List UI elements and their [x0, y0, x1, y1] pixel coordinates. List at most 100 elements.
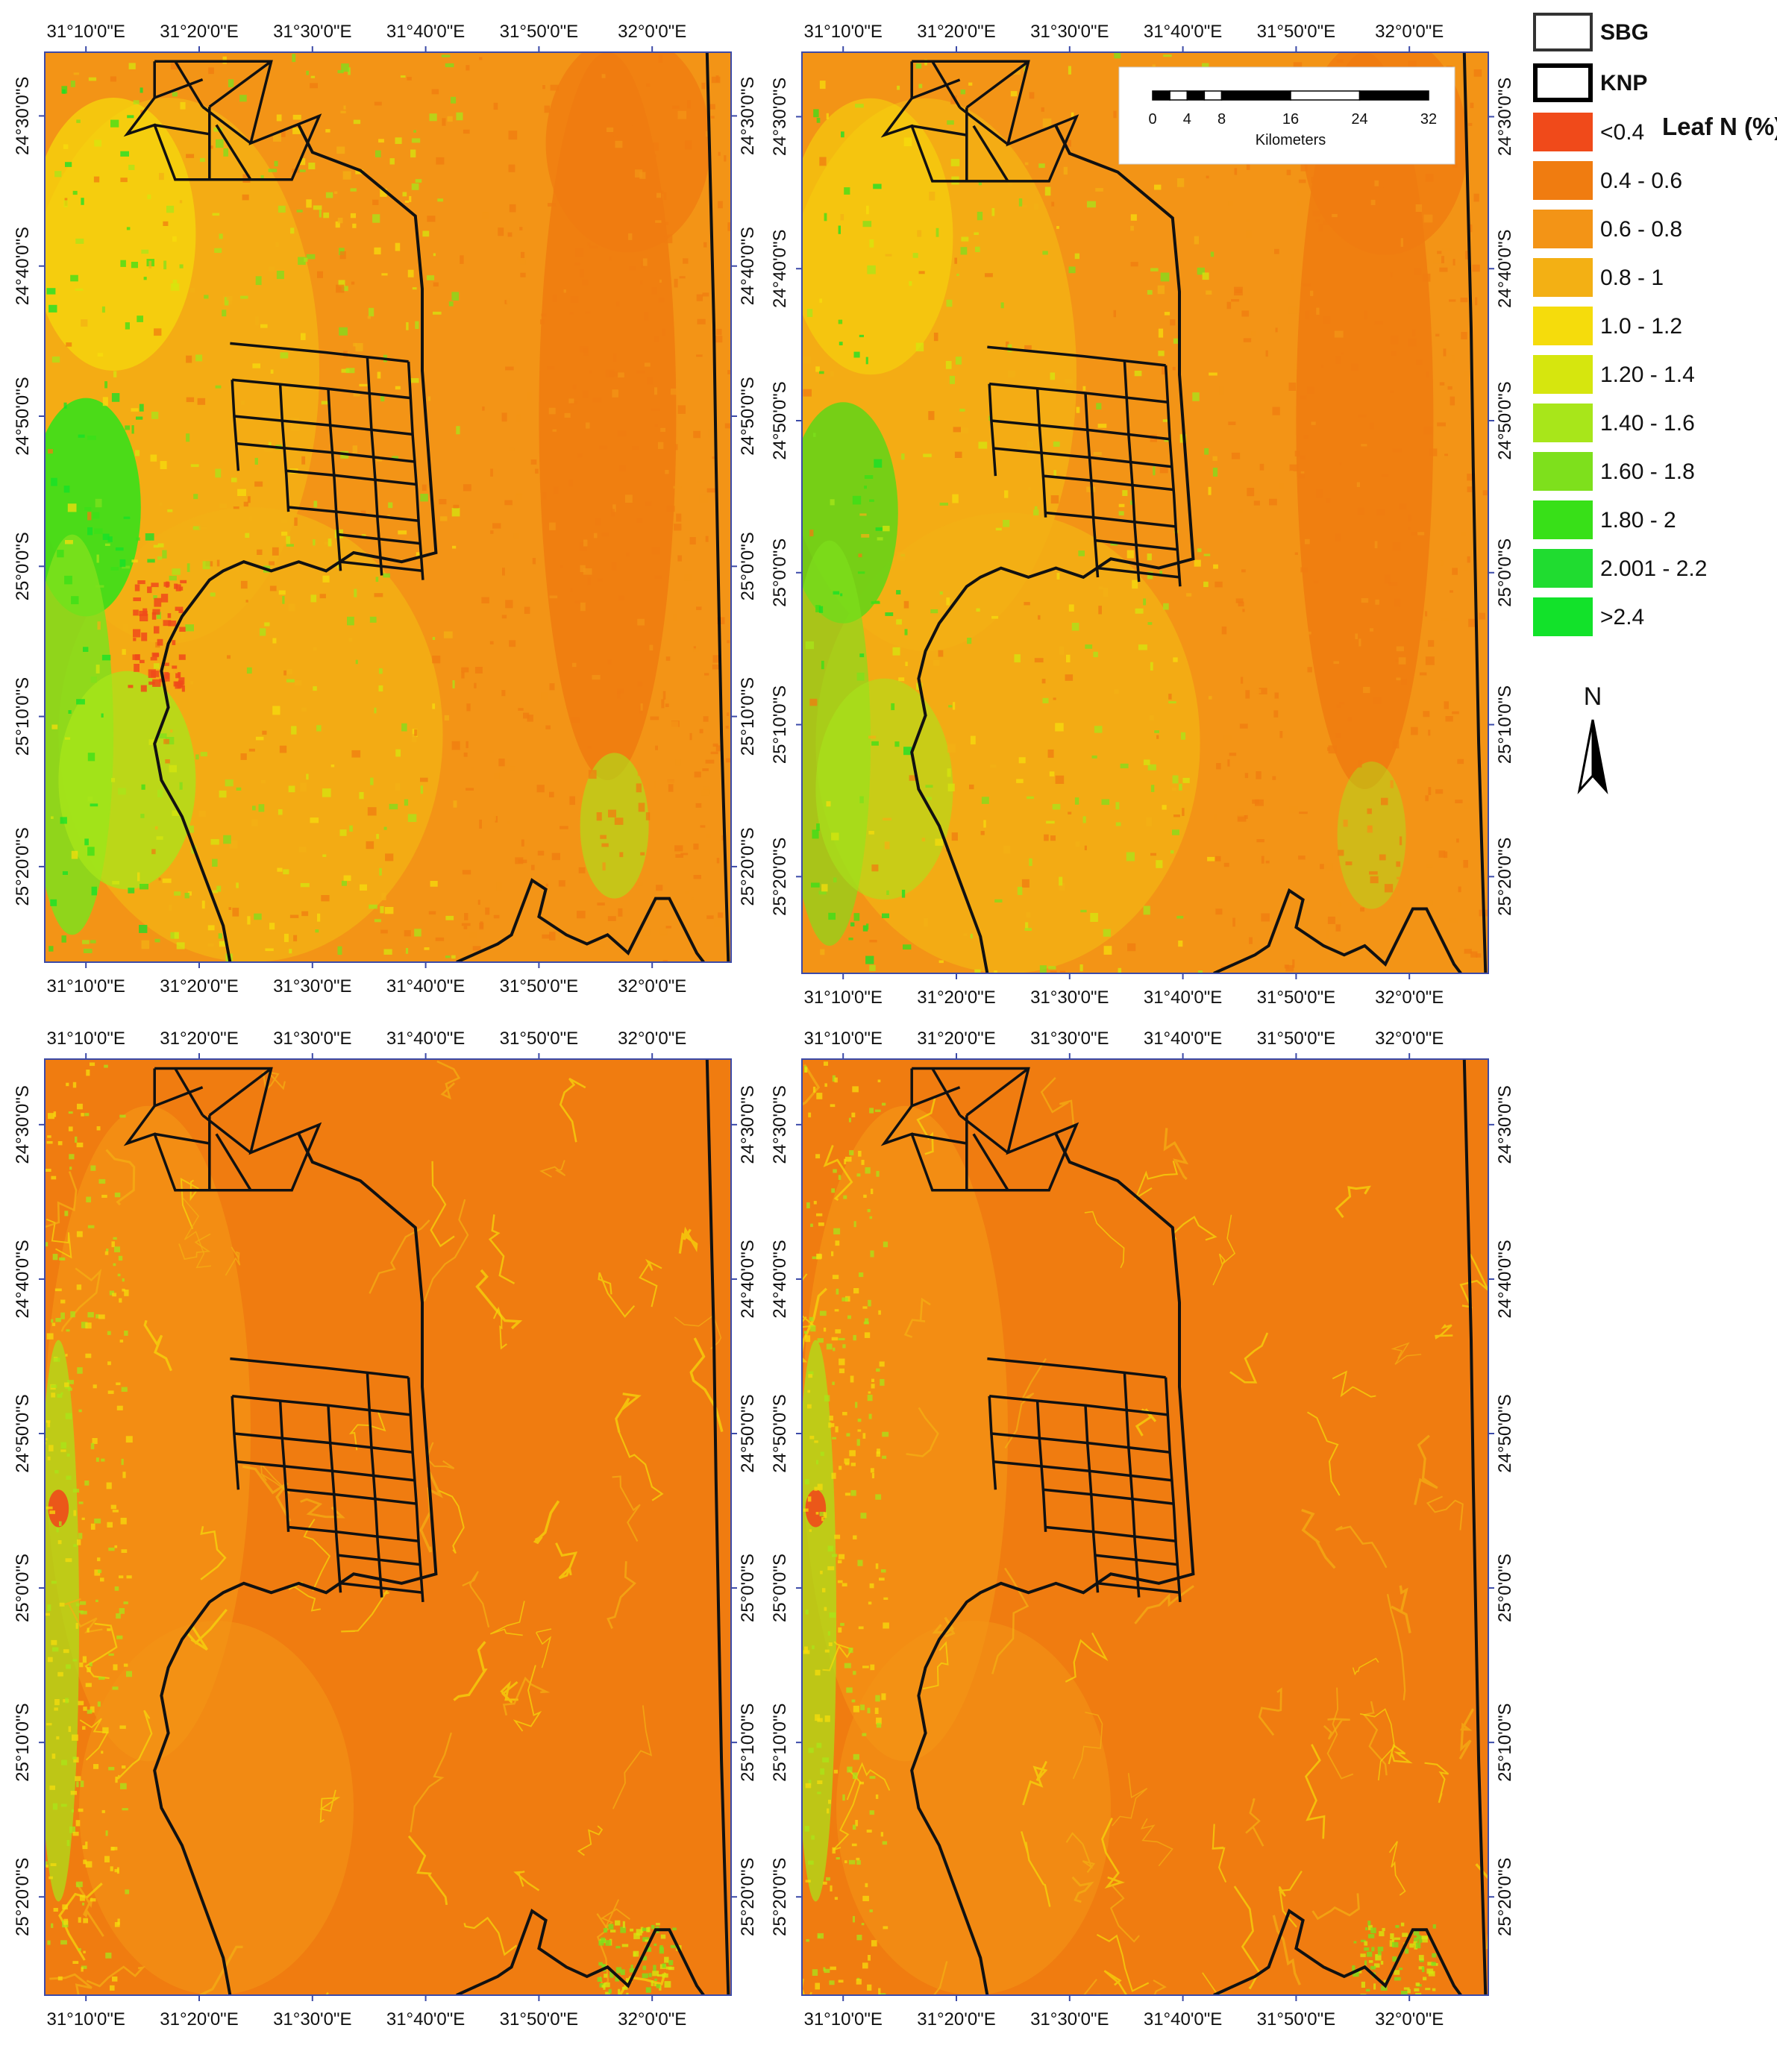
x-tick-label-top: 31°30'0"E — [273, 1029, 351, 1049]
legend-swatch-6 — [1533, 404, 1593, 442]
sbg-south-col — [366, 1372, 383, 1598]
legend-label-2: 0.6 - 0.8 — [1600, 217, 1683, 242]
map-panel-2: 31°10'0"E 31°10'0"E 31°20'0"E 31°20'0"E 31°3… — [770, 22, 1515, 1008]
sbg-north-segment — [972, 1133, 1009, 1191]
legend-class-6: 1.40 - 1.6 — [1533, 404, 1777, 442]
legend-swatch-7 — [1533, 452, 1593, 491]
x-tick-label-bottom: 31°30'0"E — [1030, 2009, 1109, 2029]
legend-class-5: 1.20 - 1.4 — [1533, 355, 1777, 394]
x-tick-label-bottom: 31°20'0"E — [917, 988, 995, 1008]
knp-boundary-east — [1462, 1059, 1488, 1995]
x-tick-label-bottom: 32°0'0"E — [618, 976, 686, 996]
scalebar-tick-0: 0 — [1148, 111, 1156, 128]
x-tick-label-bottom: 31°20'0"E — [917, 2009, 995, 2029]
legend-label-8: 1.80 - 2 — [1600, 508, 1676, 533]
y-tick-label-left: 25°0'0"S — [770, 1554, 790, 1622]
scalebar-unit: Kilometers — [1256, 132, 1326, 148]
y-tick-label-right: 25°10'0"S — [738, 677, 758, 756]
legend-title: Leaf N (%) — [1662, 113, 1777, 140]
sbg-north-segment — [965, 60, 1029, 109]
y-tick-label-right: 25°20'0"S — [1495, 838, 1515, 916]
sbg-south-row — [1045, 1525, 1176, 1543]
sbg-north-segment — [154, 1086, 204, 1108]
sbg-south-col — [231, 380, 240, 471]
sbg-north-segment — [965, 1067, 1029, 1117]
sbg-north-segment — [123, 60, 322, 181]
y-tick-label-left: 25°20'0"S — [770, 838, 790, 916]
legend-swatch-5 — [1533, 355, 1593, 394]
sbg-north-segment — [174, 60, 204, 108]
map-frame — [44, 1058, 732, 1996]
sbg-north-segment — [208, 1067, 272, 1117]
y-tick-label-left: 25°0'0"S — [13, 532, 33, 600]
x-tick-label-top: 31°40'0"E — [386, 1029, 465, 1049]
sbg-south-col — [1164, 365, 1182, 587]
y-tick-label-right: 25°20'0"S — [1495, 1857, 1515, 1936]
x-tick-label-top: 31°10'0"E — [803, 1029, 882, 1049]
x-tick-label-top: 32°0'0"E — [1375, 22, 1444, 42]
north-arrow: N — [1563, 682, 1623, 802]
sbg-south-col — [407, 1377, 424, 1603]
x-tick-label-top: 32°0'0"E — [1375, 1029, 1444, 1049]
x-tick-label-bottom: 31°30'0"E — [1030, 988, 1109, 1008]
legend-class-7: 1.60 - 1.8 — [1533, 452, 1777, 491]
y-tick-label-left: 25°0'0"S — [770, 539, 790, 607]
sbg-south-col — [1035, 1401, 1047, 1532]
x-tick-label-bottom: 31°20'0"E — [160, 976, 238, 996]
raster-1 — [45, 52, 731, 962]
knp-boundary-east — [705, 52, 730, 962]
scalebar: 0 4 8 16 24 32 Kilometers — [1118, 66, 1455, 165]
y-tick-label-left: 24°30'0"S — [770, 1085, 790, 1164]
y-tick-label-left: 25°20'0"S — [13, 827, 33, 905]
y-tick-label-left: 24°40'0"S — [770, 1240, 790, 1318]
x-tick-label-bottom: 31°50'0"E — [500, 2009, 578, 2029]
x-tick-label-bottom: 31°10'0"E — [803, 2009, 882, 2029]
y-tick-label-left: 25°20'0"S — [13, 1857, 33, 1936]
x-tick-label-top: 31°50'0"E — [1257, 22, 1335, 42]
y-tick-label-left: 24°40'0"S — [13, 227, 33, 305]
y-tick-label-right: 25°0'0"S — [738, 1554, 758, 1622]
x-tick-label-top: 31°10'0"E — [803, 22, 882, 42]
sbg-north-segment — [880, 1067, 1079, 1192]
x-tick-label-bottom: 31°50'0"E — [1257, 988, 1335, 1008]
legend-label-4: 1.0 - 1.2 — [1600, 314, 1683, 339]
x-tick-label-top: 31°20'0"E — [160, 1029, 238, 1049]
legend-label-0: <0.4 — [1600, 120, 1645, 145]
raster-3 — [45, 1059, 731, 1995]
y-tick-label-right: 25°0'0"S — [1495, 1554, 1515, 1622]
legend-swatch-8 — [1533, 500, 1593, 539]
scalebar-tick-3: 16 — [1282, 111, 1299, 128]
sbg-north-segment — [154, 78, 204, 99]
x-tick-label-top: 31°20'0"E — [160, 22, 238, 42]
legend-row-knp: KNP — [1533, 63, 1777, 102]
x-tick-label-top: 31°30'0"E — [273, 22, 351, 42]
knp-boundary-east — [1462, 52, 1488, 973]
map-frame — [801, 51, 1489, 974]
legend-class-8: 1.80 - 2 — [1533, 500, 1777, 539]
sbg-north-segment — [154, 1132, 210, 1145]
map-frame — [44, 51, 732, 963]
knp-boundary-south — [1213, 888, 1462, 973]
x-tick-label-top: 31°30'0"E — [1030, 1029, 1109, 1049]
y-tick-label-left: 24°50'0"S — [13, 377, 33, 455]
legend-label-1: 0.4 - 0.6 — [1600, 169, 1683, 193]
legend-swatch-10 — [1533, 597, 1593, 636]
y-tick-label-right: 24°50'0"S — [738, 1394, 758, 1472]
x-tick-label-top: 31°20'0"E — [917, 1029, 995, 1049]
map-panel-4: 31°10'0"E 31°10'0"E 31°20'0"E 31°20'0"E 31°3… — [770, 1029, 1515, 2029]
sbg-south-col — [327, 389, 342, 571]
legend-label-knp: KNP — [1600, 71, 1648, 95]
x-tick-label-bottom: 31°30'0"E — [273, 976, 351, 996]
sbg-south-row — [230, 342, 409, 363]
y-tick-label-left: 25°10'0"S — [770, 1703, 790, 1781]
x-tick-label-bottom: 31°20'0"E — [160, 2009, 238, 2029]
legend-class-2: 0.6 - 0.8 — [1533, 210, 1777, 248]
sbg-south-row — [286, 1488, 417, 1505]
legend-class-0: <0.4 — [1533, 113, 1777, 151]
y-tick-label-right: 25°0'0"S — [738, 532, 758, 600]
y-tick-label-right: 24°40'0"S — [738, 1240, 758, 1318]
x-tick-label-bottom: 31°40'0"E — [1144, 2009, 1222, 2029]
sbg-south-col — [231, 1396, 240, 1490]
